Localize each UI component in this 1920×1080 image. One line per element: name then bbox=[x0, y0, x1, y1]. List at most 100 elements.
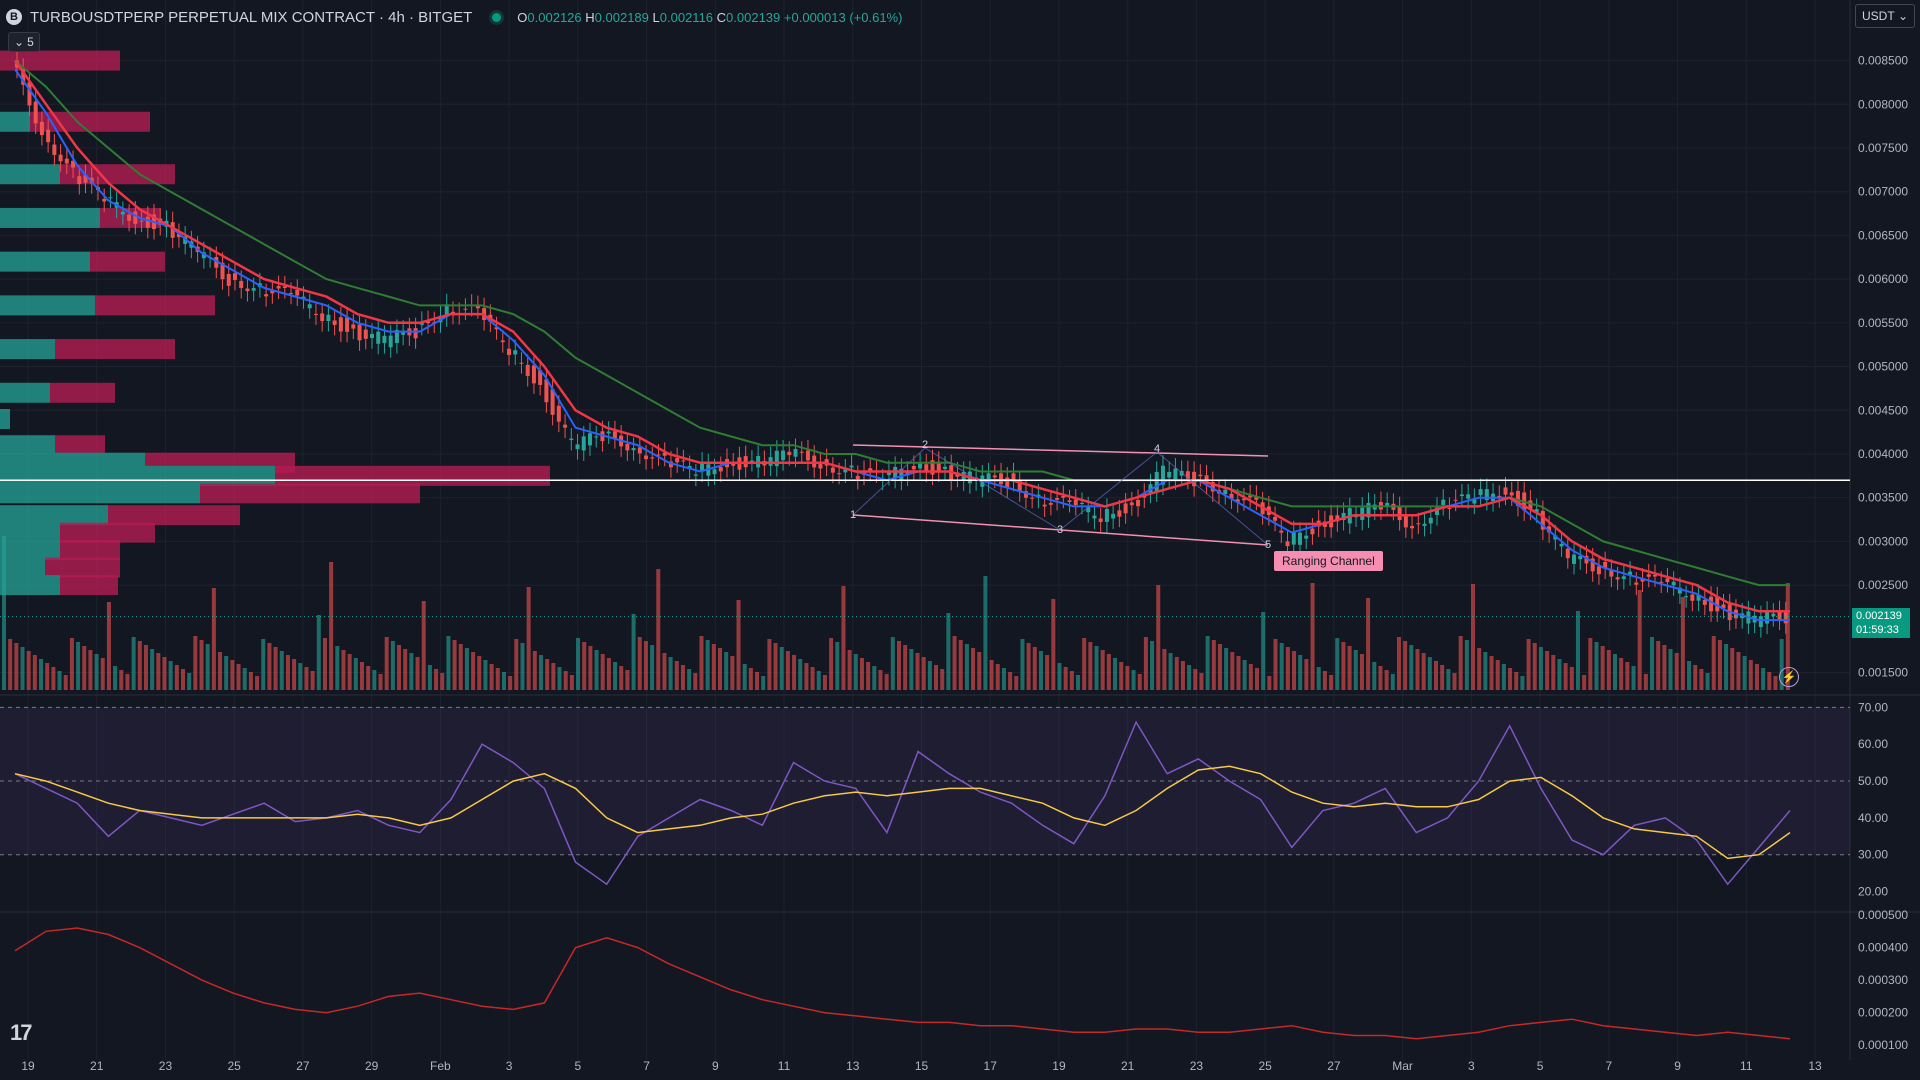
volume-bar bbox=[1045, 655, 1050, 690]
volume-bar bbox=[619, 666, 624, 690]
volume-bar bbox=[687, 669, 692, 690]
volume-bar bbox=[1162, 649, 1167, 690]
volume-profile-bar bbox=[0, 111, 30, 132]
volume-bar bbox=[810, 667, 815, 690]
volume-bar bbox=[989, 660, 994, 690]
volume-bar bbox=[637, 637, 642, 690]
volume-bar bbox=[711, 644, 716, 690]
volume-bar bbox=[20, 647, 25, 690]
currency-selector[interactable]: USDT ⌄ bbox=[1855, 4, 1915, 28]
volume-bar bbox=[946, 613, 951, 690]
volume-bar bbox=[1736, 652, 1741, 690]
third-tick-label: 0.000500 bbox=[1858, 908, 1908, 922]
candle-body bbox=[1628, 571, 1633, 576]
chevron-down-icon: ⌄ bbox=[14, 35, 25, 49]
volume-bar bbox=[1600, 646, 1605, 690]
volume-bar bbox=[1619, 658, 1624, 690]
symbol-title[interactable]: TURBOUSDTPERP PERPETUAL MIX CONTRACT · 4… bbox=[30, 8, 473, 26]
candle-body bbox=[687, 466, 692, 469]
candle-body bbox=[1117, 510, 1122, 517]
volume-bar bbox=[1483, 652, 1488, 690]
volume-bar bbox=[1143, 637, 1148, 690]
volume-bar bbox=[1699, 669, 1704, 690]
time-tick-label: 19 bbox=[21, 1059, 35, 1073]
volume-bar bbox=[261, 639, 266, 690]
volume-bar bbox=[779, 647, 784, 690]
lightning-icon[interactable]: ⚡ bbox=[1779, 667, 1799, 687]
volume-bar bbox=[8, 639, 13, 690]
volume-bar bbox=[668, 657, 673, 690]
candle-body bbox=[245, 288, 250, 292]
candle-body bbox=[102, 199, 107, 202]
volume-profile-bar bbox=[0, 483, 200, 504]
volume-bar bbox=[631, 614, 636, 690]
bar-countdown: 01:59:33 bbox=[1856, 624, 1899, 636]
volume-bar bbox=[1730, 648, 1735, 690]
candle-body bbox=[774, 450, 779, 467]
volume-bar bbox=[353, 658, 358, 690]
volume-bar bbox=[100, 658, 105, 690]
candle-body bbox=[145, 216, 150, 228]
volume-bar bbox=[718, 648, 722, 690]
volume-bar bbox=[1076, 675, 1080, 690]
currency-value: USDT bbox=[1862, 9, 1895, 23]
time-tick-label: Feb bbox=[430, 1059, 451, 1073]
candle-body bbox=[1291, 531, 1296, 545]
candle-body bbox=[201, 252, 206, 259]
volume-bar bbox=[501, 672, 506, 690]
price-tick-label: 0.006500 bbox=[1858, 228, 1908, 242]
tradingview-logo-icon[interactable]: 17 bbox=[10, 1020, 33, 1045]
volume-bar bbox=[1668, 649, 1673, 690]
candle-body bbox=[27, 82, 32, 106]
candle-body bbox=[787, 451, 792, 456]
volume-bar bbox=[977, 652, 982, 690]
candle-body bbox=[849, 465, 854, 468]
candle-body bbox=[531, 365, 536, 384]
candle-body bbox=[1248, 495, 1253, 498]
candle-body bbox=[301, 296, 306, 299]
candle-body bbox=[388, 335, 393, 348]
volume-bar bbox=[539, 655, 543, 690]
volume-bar bbox=[1255, 668, 1259, 690]
volume-profile-bar bbox=[200, 483, 420, 504]
candle-body bbox=[1192, 471, 1197, 487]
candle-body bbox=[1596, 566, 1601, 575]
volume-bar bbox=[872, 666, 877, 690]
volume-bar bbox=[1020, 639, 1025, 690]
volume-bar bbox=[458, 644, 463, 690]
candle-body bbox=[1690, 594, 1695, 601]
volume-bar bbox=[995, 664, 1000, 690]
volume-bar bbox=[1168, 653, 1173, 690]
volume-bar bbox=[1230, 652, 1235, 690]
indicators-collapse-button[interactable]: ⌄ 5 bbox=[8, 32, 40, 52]
candle-body bbox=[1559, 543, 1564, 547]
candle-body bbox=[544, 379, 549, 403]
volume-bar bbox=[1236, 656, 1241, 690]
volume-bar bbox=[1372, 662, 1377, 690]
candle-body bbox=[1547, 526, 1552, 533]
candle-body bbox=[1671, 581, 1676, 586]
volume-bar bbox=[378, 674, 383, 690]
volume-bar bbox=[156, 653, 161, 690]
candle-body bbox=[1441, 499, 1446, 506]
candle-body bbox=[1484, 489, 1489, 501]
candle-body bbox=[1098, 518, 1103, 522]
candle-body bbox=[21, 68, 26, 85]
volume-bar bbox=[1582, 675, 1587, 690]
volume-bar bbox=[1335, 638, 1340, 690]
volume-bar bbox=[1594, 642, 1599, 690]
candle-body bbox=[64, 158, 69, 164]
volume-bar bbox=[693, 673, 698, 690]
channel-point-label: 1 bbox=[850, 509, 856, 521]
volume-bar bbox=[1705, 673, 1710, 690]
ranging-channel-label[interactable]: Ranging Channel bbox=[1274, 551, 1383, 571]
candle-body bbox=[1453, 499, 1458, 501]
volume-bar bbox=[1674, 653, 1679, 690]
volume-bar bbox=[588, 646, 593, 690]
candle-body bbox=[83, 174, 88, 183]
volume-bar bbox=[322, 638, 327, 690]
symbol-header[interactable]: B TURBOUSDTPERP PERPETUAL MIX CONTRACT ·… bbox=[6, 6, 902, 28]
time-tick-label: 25 bbox=[1258, 1059, 1272, 1073]
volume-bar bbox=[1779, 639, 1784, 690]
